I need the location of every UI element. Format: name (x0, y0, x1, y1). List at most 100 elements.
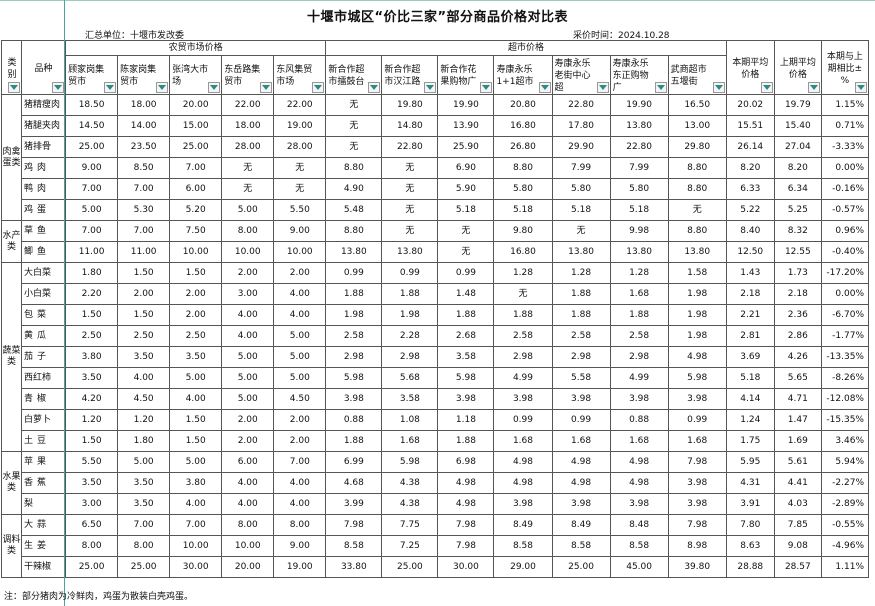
price-cell[interactable]: 4.00 (273, 304, 327, 326)
price-cell[interactable]: 5.00 (169, 451, 223, 473)
price-cell[interactable]: 7.00 (273, 451, 327, 473)
average-cell[interactable]: 8.63 (725, 535, 775, 557)
price-cell[interactable]: 1.88 (551, 283, 611, 305)
average-cell[interactable]: 1.24 (725, 409, 775, 431)
average-cell[interactable]: 8.40 (725, 220, 775, 242)
price-cell[interactable]: 4.99 (493, 367, 553, 389)
average-cell[interactable]: 6.33 (725, 178, 775, 200)
price-cell[interactable]: 29.90 (551, 136, 611, 158)
price-cell[interactable]: 7.00 (117, 514, 171, 536)
item-name-cell[interactable]: 梨 (21, 493, 67, 515)
price-cell[interactable]: 无 (493, 283, 553, 305)
change-cell[interactable]: -15.35% (820, 409, 870, 431)
price-cell[interactable]: 8.49 (493, 514, 553, 536)
price-cell[interactable]: 9.00 (273, 220, 327, 242)
price-cell[interactable]: 无 (437, 241, 495, 263)
price-cell[interactable]: 4.00 (221, 325, 275, 347)
price-cell[interactable]: 7.75 (381, 514, 439, 536)
price-cell[interactable]: 4.00 (221, 493, 275, 515)
price-cell[interactable]: 1.68 (381, 430, 439, 452)
average-cell[interactable]: 20.02 (725, 94, 775, 116)
average-cell[interactable]: 2.21 (725, 304, 775, 326)
price-cell[interactable]: 3.98 (667, 388, 727, 410)
item-name-cell[interactable]: 鸡肉 (21, 157, 67, 179)
price-cell[interactable]: 无 (437, 220, 495, 242)
price-cell[interactable]: 10.00 (221, 535, 275, 557)
price-cell[interactable]: 4.50 (273, 388, 327, 410)
price-cell[interactable]: 29.80 (667, 136, 727, 158)
category-cell[interactable]: 水产类 (0, 220, 23, 263)
price-cell[interactable]: 2.98 (381, 346, 439, 368)
change-cell[interactable]: 0.96% (820, 220, 870, 242)
change-cell[interactable]: -0.57% (820, 199, 870, 221)
price-cell[interactable]: 5.98 (381, 451, 439, 473)
average-cell[interactable]: 4.03 (773, 493, 822, 515)
average-cell[interactable]: 1.47 (773, 409, 822, 431)
category-cell[interactable]: 蔬菜类 (0, 262, 23, 452)
price-cell[interactable]: 6.00 (169, 178, 223, 200)
price-cell[interactable]: 3.98 (437, 388, 495, 410)
change-cell[interactable]: -0.40% (820, 241, 870, 263)
average-cell[interactable]: 12.55 (773, 241, 822, 263)
price-cell[interactable]: 1.68 (609, 283, 669, 305)
price-cell[interactable]: 13.80 (609, 241, 669, 263)
price-cell[interactable]: 19.00 (273, 115, 327, 137)
item-name-cell[interactable]: 鸡蛋 (21, 199, 67, 221)
change-cell[interactable]: -6.70% (820, 304, 870, 326)
price-cell[interactable]: 1.88 (609, 304, 669, 326)
price-cell[interactable]: 5.18 (493, 199, 553, 221)
price-cell[interactable]: 10.00 (273, 241, 327, 263)
average-cell[interactable]: 4.26 (773, 346, 822, 368)
price-cell[interactable]: 2.00 (221, 262, 275, 284)
price-cell[interactable]: 4.20 (65, 388, 119, 410)
average-cell[interactable]: 5.65 (773, 367, 822, 389)
header-change[interactable]: 本期与上期相比±% (820, 40, 870, 95)
price-cell[interactable]: 无 (325, 94, 383, 116)
price-cell[interactable]: 7.25 (381, 535, 439, 557)
price-cell[interactable]: 1.98 (381, 304, 439, 326)
price-cell[interactable]: 25.00 (381, 556, 439, 578)
price-cell[interactable]: 5.00 (273, 367, 327, 389)
price-cell[interactable]: 18.00 (117, 94, 171, 116)
price-cell[interactable]: 30.00 (169, 556, 223, 578)
price-cell[interactable]: 2.98 (325, 346, 383, 368)
average-cell[interactable]: 7.80 (725, 514, 775, 536)
price-cell[interactable]: 25.00 (65, 136, 119, 158)
price-cell[interactable]: 2.00 (273, 409, 327, 431)
average-cell[interactable]: 2.18 (773, 283, 822, 305)
price-cell[interactable]: 8.58 (551, 535, 611, 557)
filter-dropdown-icon[interactable] (855, 82, 867, 93)
price-cell[interactable]: 7.00 (65, 178, 119, 200)
price-cell[interactable]: 2.50 (169, 325, 223, 347)
price-cell[interactable]: 28.00 (273, 136, 327, 158)
average-cell[interactable]: 15.51 (725, 115, 775, 137)
item-name-cell[interactable]: 小白菜 (21, 283, 67, 305)
price-cell[interactable]: 5.98 (325, 367, 383, 389)
price-cell[interactable]: 8.00 (117, 535, 171, 557)
price-cell[interactable]: 16.80 (493, 115, 553, 137)
price-cell[interactable]: 无 (325, 115, 383, 137)
price-cell[interactable]: 8.80 (667, 220, 727, 242)
average-cell[interactable]: 28.88 (725, 556, 775, 578)
price-cell[interactable]: 25.00 (169, 136, 223, 158)
price-cell[interactable]: 2.00 (273, 262, 327, 284)
header-avg-last[interactable]: 上期平均价格 (773, 40, 822, 95)
price-cell[interactable]: 0.99 (493, 409, 553, 431)
price-cell[interactable]: 无 (325, 136, 383, 158)
price-cell[interactable]: 5.98 (437, 367, 495, 389)
header-market-3[interactable]: 东岳路集贸市 (221, 55, 275, 95)
price-cell[interactable]: 14.00 (117, 115, 171, 137)
price-cell[interactable]: 2.00 (117, 283, 171, 305)
price-cell[interactable]: 1.68 (551, 430, 611, 452)
price-cell[interactable]: 39.80 (667, 556, 727, 578)
price-cell[interactable]: 无 (273, 157, 327, 179)
price-cell[interactable]: 14.80 (381, 115, 439, 137)
price-cell[interactable]: 4.50 (117, 388, 171, 410)
price-cell[interactable]: 1.20 (65, 409, 119, 431)
item-name-cell[interactable]: 鸭肉 (21, 178, 67, 200)
average-cell[interactable]: 27.04 (773, 136, 822, 158)
item-name-cell[interactable]: 干辣椒 (21, 556, 67, 578)
average-cell[interactable]: 8.20 (773, 157, 822, 179)
average-cell[interactable]: 12.50 (725, 241, 775, 263)
price-cell[interactable]: 5.80 (551, 178, 611, 200)
